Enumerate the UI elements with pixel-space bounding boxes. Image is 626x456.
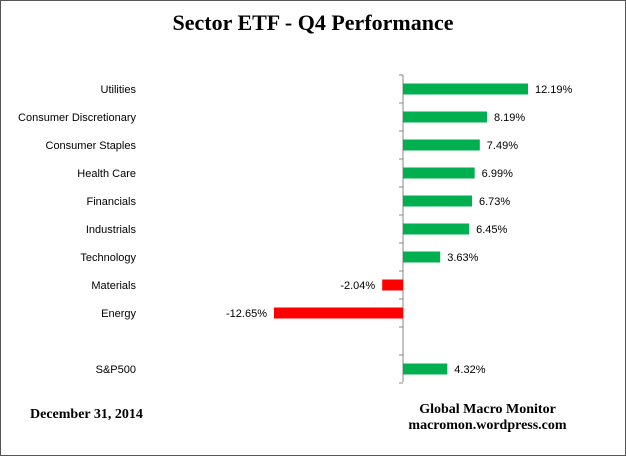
value-label: -12.65%: [226, 308, 267, 320]
bar: [403, 111, 487, 123]
value-label: 4.32%: [454, 364, 485, 376]
category-label: Industrials: [86, 224, 137, 236]
value-label: 7.49%: [487, 140, 518, 152]
category-label: Financials: [86, 196, 136, 208]
bar: [403, 167, 475, 179]
bar: [403, 139, 480, 151]
category-label: Health Care: [77, 168, 136, 180]
source-name: Global Macro Monitor: [419, 402, 556, 417]
value-label: 6.73%: [479, 196, 510, 208]
bar: [403, 223, 470, 235]
value-label: -2.04%: [340, 280, 375, 292]
source-url: macromon.wordpress.com: [408, 418, 567, 433]
category-label: Utilities: [101, 84, 137, 96]
bar: [403, 195, 473, 207]
category-label: Consumer Discretionary: [18, 112, 136, 124]
value-label: 3.63%: [447, 252, 478, 264]
value-label: 6.99%: [482, 168, 513, 180]
value-label: 8.19%: [494, 112, 525, 124]
category-label: Consumer Staples: [46, 140, 137, 152]
chart-title: Sector ETF - Q4 Performance: [172, 10, 454, 35]
category-label: S&P500: [96, 364, 136, 376]
category-label: Materials: [91, 280, 136, 292]
bar: [403, 363, 448, 375]
source-block: Global Macro Monitor macromon.wordpress.…: [395, 402, 580, 434]
date-label: December 31, 2014: [30, 407, 143, 422]
category-label: Energy: [101, 308, 136, 320]
bar: [382, 279, 403, 291]
bar: [403, 251, 441, 263]
bar: [274, 307, 403, 319]
value-label: 6.45%: [476, 224, 507, 236]
value-label: 12.19%: [535, 84, 573, 96]
category-label: Technology: [80, 252, 136, 264]
bar: [403, 83, 528, 95]
